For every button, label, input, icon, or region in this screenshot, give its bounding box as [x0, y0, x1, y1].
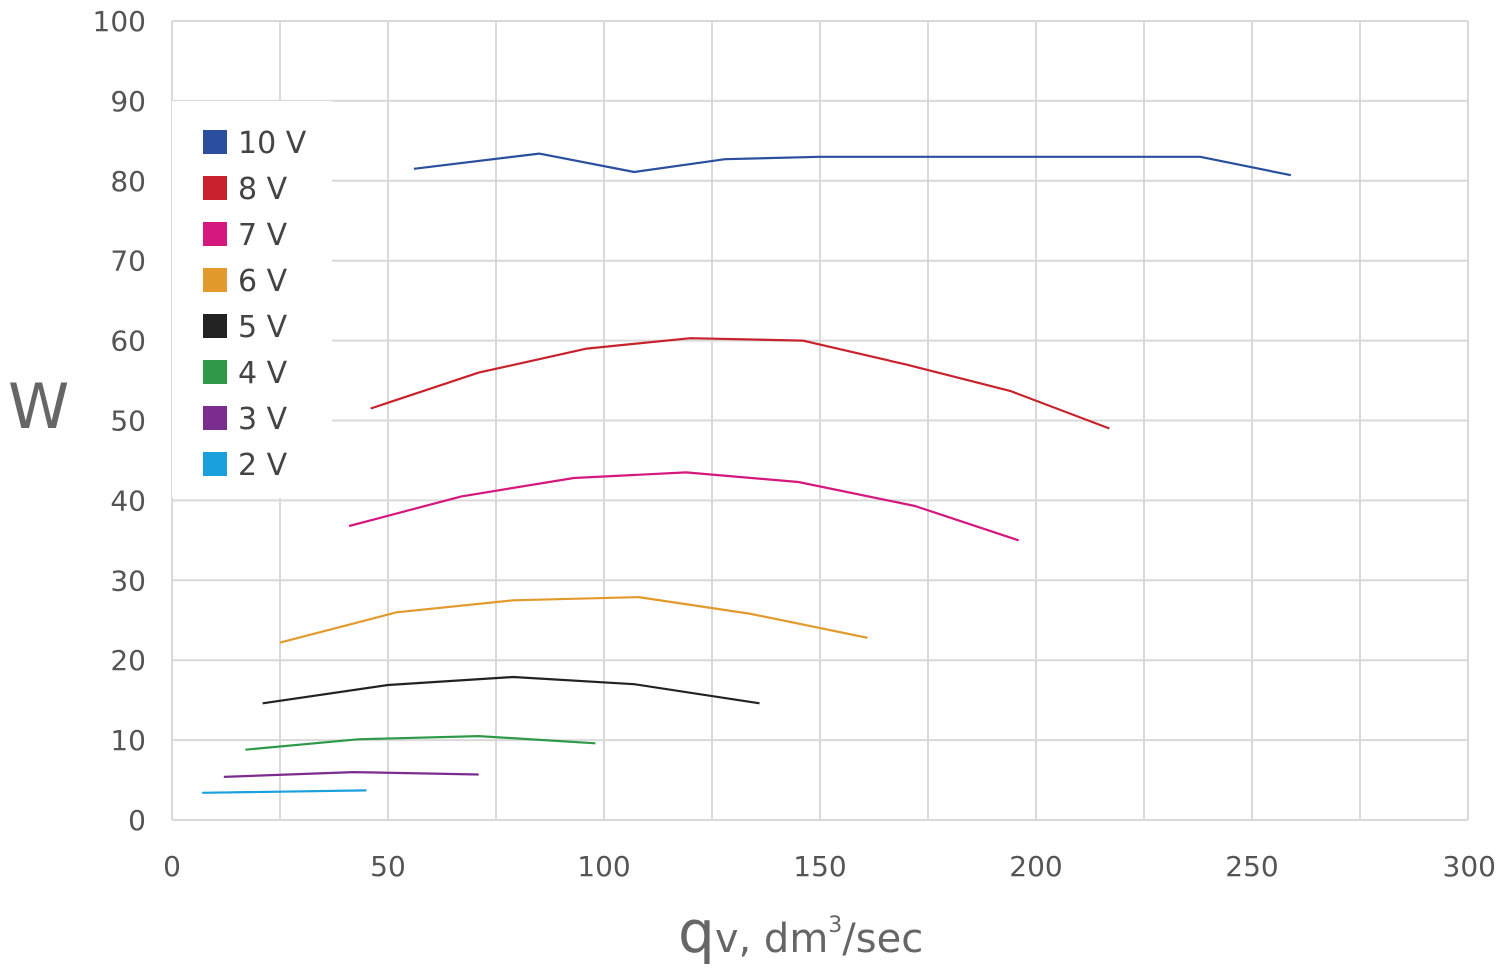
- y-tick-label: 60: [110, 325, 146, 358]
- x-axis-label-tail: /sec: [842, 916, 923, 962]
- x-axis-label-rest: v, dm: [715, 916, 828, 962]
- series-line: [370, 337, 1110, 430]
- grid: [171, 20, 1469, 821]
- legend-swatch: [203, 314, 227, 338]
- legend-swatch: [203, 452, 227, 476]
- series-line: [262, 675, 760, 705]
- y-tick-label: 80: [110, 165, 146, 198]
- y-tick-label: 30: [110, 564, 146, 597]
- x-axis-label-q: q: [678, 898, 715, 966]
- y-tick-label: 70: [110, 245, 146, 278]
- legend-label: 5 V: [238, 310, 288, 345]
- x-tick-label: 250: [1225, 850, 1278, 883]
- y-tick-label: 10: [110, 724, 146, 757]
- series-line: [202, 789, 367, 794]
- x-axis-label: qv, dm3/sec: [678, 898, 923, 966]
- legend-swatch: [203, 130, 227, 154]
- y-tick-label: 20: [110, 644, 146, 677]
- legend-swatch: [203, 268, 227, 292]
- y-tick-label: 90: [110, 85, 146, 118]
- legend-label: 6 V: [238, 264, 288, 299]
- y-tick-label: 50: [110, 405, 146, 438]
- x-tick-label: 200: [1009, 850, 1062, 883]
- y-tick-label: 100: [93, 5, 146, 38]
- series-line: [413, 152, 1292, 177]
- legend-label: 3 V: [238, 402, 288, 437]
- series-line: [279, 595, 868, 644]
- legend-background: [172, 101, 332, 498]
- y-tick-label: 0: [128, 804, 146, 837]
- series-line: [348, 471, 1020, 542]
- legend-swatch: [203, 222, 227, 246]
- y-axis-label: W: [8, 370, 69, 443]
- legend-label: 7 V: [238, 218, 288, 253]
- legend-label: 8 V: [238, 172, 288, 207]
- legend-swatch: [203, 176, 227, 200]
- series-lines: [202, 152, 1292, 794]
- legend-label: 10 V: [238, 126, 307, 161]
- series-line: [245, 734, 596, 751]
- x-tick-label: 300: [1443, 850, 1496, 883]
- legend-swatch: [203, 360, 227, 384]
- legend: 10 V 8 V 7 V 6 V 5 V 4 V 3 V 2 V: [203, 126, 307, 483]
- y-tick-label: 40: [110, 484, 146, 517]
- tick-labels: 0 10 20 30 40 50 60 70 80 90 100 0 50 100 150 200 250 300: [93, 5, 1496, 883]
- series-line: [223, 770, 479, 778]
- legend-label: 2 V: [238, 448, 288, 483]
- x-tick-label: 100: [577, 850, 630, 883]
- x-tick-label: 50: [370, 850, 406, 883]
- legend-label: 4 V: [238, 356, 288, 391]
- x-tick-label: 150: [793, 850, 846, 883]
- x-axis-label-sup: 3: [828, 913, 842, 938]
- x-tick-label: 0: [163, 850, 181, 883]
- legend-swatch: [203, 406, 227, 430]
